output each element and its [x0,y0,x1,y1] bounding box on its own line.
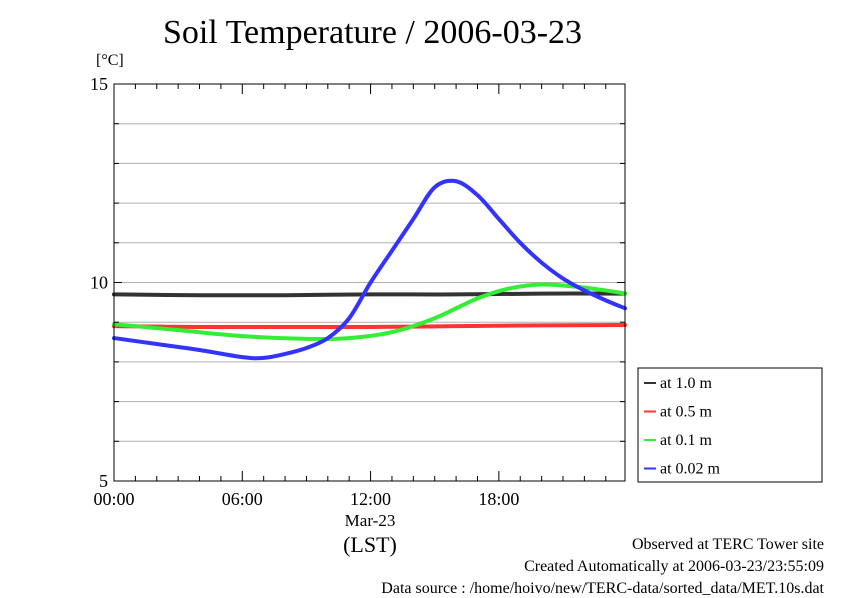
series-line-at-0-5-m [112,322,627,330]
y-tick-label: 15 [90,74,108,94]
footer-site: Observed at TERC Tower site [631,536,824,553]
axis-ticks: 5 10 15 00:00 06:00 12:00 18:00 [90,74,625,509]
legend-box [637,367,823,483]
x-tick-label: 00:00 [93,489,134,509]
footer-source: Data source : /home/hoivo/new/TERC-data/… [381,580,824,597]
x-tick-label: 12:00 [350,489,391,509]
series-line-at-0-02-m [112,178,627,361]
legend-label: at 0.02 m [660,461,721,478]
legend-label: at 0.1 m [660,432,713,449]
y-tick-label: 10 [90,273,108,293]
chart-title: Soil Temperature / 2006-03-23 [162,14,583,51]
x-date-label: Mar-23 [344,511,396,530]
footer-created: Created Automatically at 2006-03-23/23:5… [524,558,824,575]
series-line-at-1-0-m [112,291,627,298]
y-tick-label: 5 [99,471,108,491]
x-tick-label: 06:00 [222,489,263,509]
x-axis-label: (LST) [343,532,397,557]
legend-label: at 0.5 m [660,404,713,421]
legend-label: at 1.0 m [660,375,713,392]
x-tick-label: 18:00 [478,489,519,509]
legend: at 1.0 m at 0.5 m at 0.1 m at 0.02 m [637,367,823,483]
series-group [112,178,627,361]
y-axis-unit: [°C] [96,52,124,69]
grid [114,123,625,442]
